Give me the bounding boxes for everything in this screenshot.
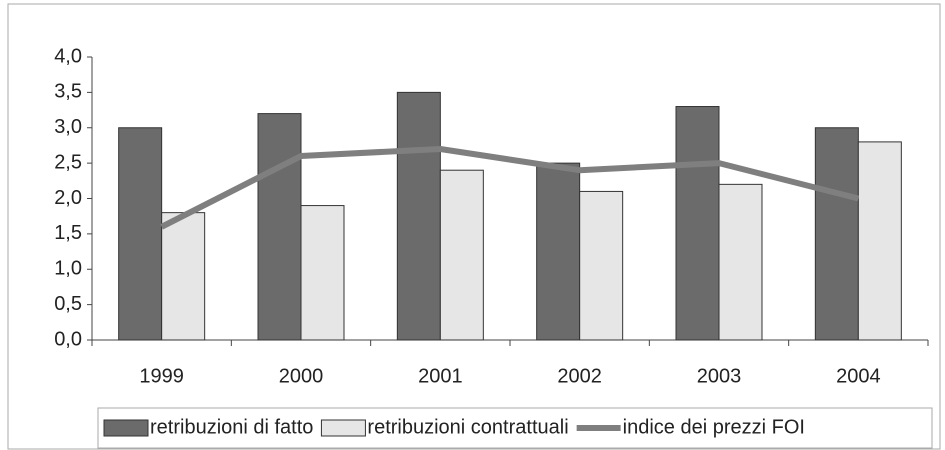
bar <box>814 127 859 341</box>
bar <box>536 162 581 341</box>
x-tick-label: 2004 <box>836 365 881 387</box>
bar <box>718 183 763 341</box>
bar <box>118 127 163 341</box>
bar <box>161 212 206 341</box>
x-tick-label: 2001 <box>418 365 463 387</box>
x-tick-label: 2000 <box>279 365 324 387</box>
y-tick-label: 3,5 <box>54 81 82 103</box>
legend-frame <box>97 407 933 449</box>
bar <box>857 141 902 341</box>
legend-label: indice dei prezzi FOI <box>623 416 805 438</box>
bar <box>396 91 441 341</box>
bar <box>579 190 624 341</box>
bar <box>300 205 345 341</box>
y-tick-label: 2,0 <box>54 187 82 209</box>
x-tick-label: 2003 <box>697 365 742 387</box>
y-tick-label: 3,0 <box>54 116 82 138</box>
bar <box>257 113 302 341</box>
y-tick-label: 1,0 <box>54 258 82 280</box>
y-tick-label: 0,0 <box>54 328 82 350</box>
chart-frame <box>7 3 941 450</box>
bar <box>675 106 720 341</box>
y-tick-label: 1,5 <box>54 222 82 244</box>
x-tick-label: 1999 <box>139 365 184 387</box>
y-tick-label: 4,0 <box>54 45 82 67</box>
legend-label: retribuzioni di fatto <box>150 416 313 438</box>
y-tick-label: 2,5 <box>54 151 82 173</box>
legend-swatch <box>103 419 149 437</box>
legend-label: retribuzioni contrattuali <box>367 416 568 438</box>
bar <box>439 169 484 341</box>
x-tick-label: 2002 <box>557 365 602 387</box>
line-series <box>160 145 860 230</box>
legend-swatch <box>320 419 366 437</box>
y-tick-label: 0,5 <box>54 293 82 315</box>
